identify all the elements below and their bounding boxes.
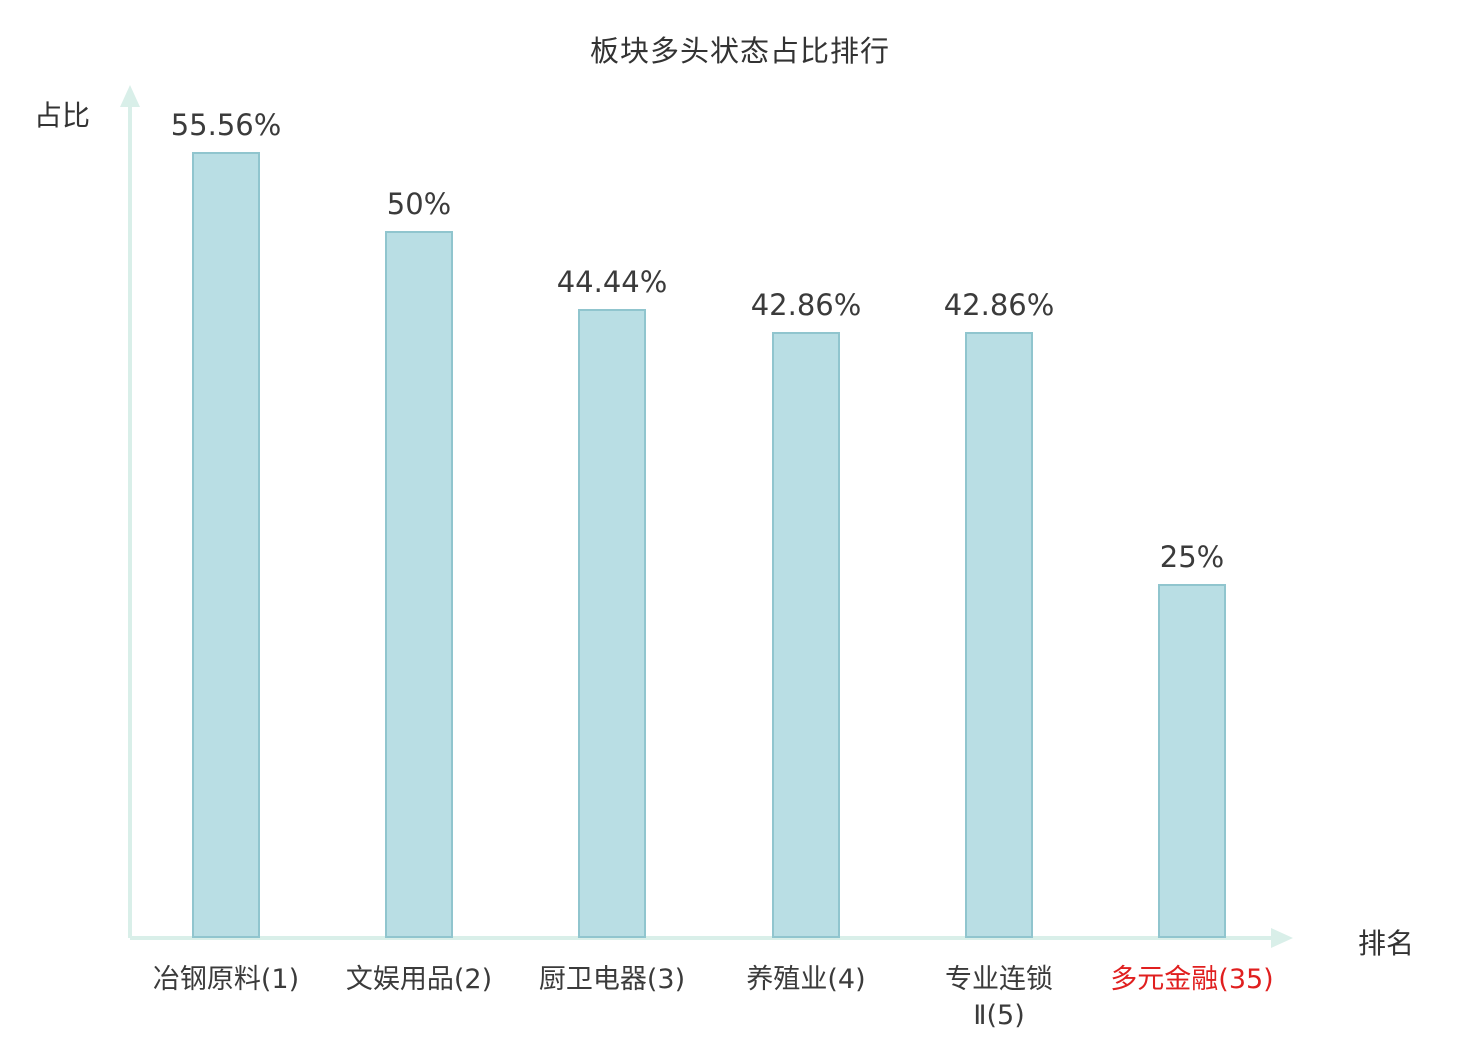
bar-category-label: 冶钢原料(1) bbox=[153, 962, 299, 998]
bar-category-label: 多元金融(35) bbox=[1110, 962, 1273, 998]
bar-5 bbox=[965, 332, 1033, 938]
bar-category-label-line: 冶钢原料(1) bbox=[152, 964, 300, 995]
bar-category-label: 厨卫电器(3) bbox=[539, 962, 685, 998]
bar-category-label-line: 专业连锁 bbox=[945, 964, 1053, 995]
bar-value-label: 44.44% bbox=[556, 265, 668, 299]
bar-category-label: 养殖业(4) bbox=[746, 962, 865, 998]
bar-value-label: 55.56% bbox=[170, 108, 282, 142]
bar-3 bbox=[578, 309, 646, 938]
bar-category-label-line: 多元金融(35) bbox=[1110, 964, 1274, 995]
bar-category-label-line: 文娱用品(2) bbox=[345, 964, 493, 995]
x-axis-arrowhead-icon bbox=[1271, 928, 1293, 948]
chart-title: 板块多头状态占比排行 bbox=[589, 34, 890, 68]
bar-1 bbox=[192, 152, 260, 938]
bar-category-label: 文娱用品(2) bbox=[346, 962, 492, 998]
bar-2 bbox=[385, 231, 453, 938]
bar-6 bbox=[1158, 584, 1226, 938]
x-axis-label: 排名 bbox=[1358, 927, 1415, 960]
y-axis-arrowhead-icon bbox=[120, 85, 140, 107]
bar-value-label: 42.86% bbox=[750, 288, 862, 322]
bar-value-label: 50% bbox=[386, 187, 452, 221]
bar-4 bbox=[772, 332, 840, 938]
y-axis-label: 占比 bbox=[34, 99, 91, 132]
bar-category-label-line: 厨卫电器(3) bbox=[538, 964, 686, 995]
bar-category-label-line: Ⅱ(5) bbox=[973, 1000, 1025, 1032]
bar-value-label: 42.86% bbox=[943, 288, 1055, 322]
bar-value-label: 25% bbox=[1159, 540, 1225, 574]
bar-category-label: 专业连锁 Ⅱ(5) bbox=[945, 962, 1053, 1035]
bar-category-label-line: 养殖业(4) bbox=[746, 964, 866, 995]
